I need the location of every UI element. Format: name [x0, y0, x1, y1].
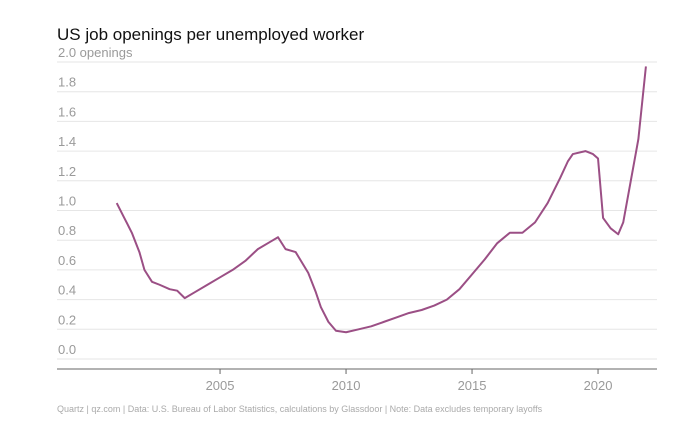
data-line: [115, 66, 647, 334]
x-tick-label: 2010: [332, 378, 361, 393]
y-tick-label: 1.6: [58, 104, 76, 119]
x-tick-label: 2005: [206, 378, 235, 393]
y-tick-label: 1.8: [58, 75, 76, 90]
y-tick-label: 2.0 openings: [58, 45, 133, 60]
footer: Quartz | qz.com | Data: U.S. Bureau of L…: [57, 404, 543, 414]
y-tick-label: 0.0: [58, 342, 76, 357]
x-tick-label: 2015: [458, 378, 487, 393]
y-tick-label: 0.4: [58, 283, 76, 298]
y-tick-label: 1.2: [58, 164, 76, 179]
y-tick-label: 1.0: [58, 194, 76, 209]
chart-title: US job openings per unemployed worker: [57, 25, 364, 44]
y-tick-label: 1.4: [58, 134, 76, 149]
x-tick-label: 2020: [584, 378, 613, 393]
y-tick-label: 0.6: [58, 253, 76, 268]
y-tick-label: 0.8: [58, 223, 76, 238]
y-tick-label: 0.2: [58, 312, 76, 327]
